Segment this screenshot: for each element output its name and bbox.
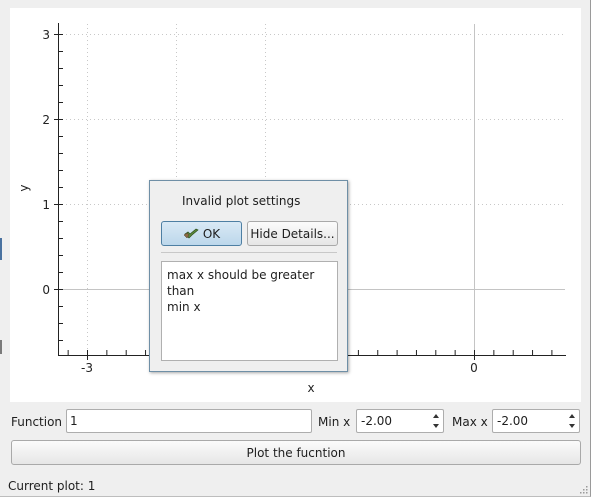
- x-tick-label: -3: [81, 361, 93, 375]
- window-edge-accent: [0, 238, 2, 260]
- plot-grid: [58, 24, 565, 354]
- ok-button[interactable]: OK: [161, 221, 242, 246]
- spin-down-arrow-icon[interactable]: [430, 421, 442, 431]
- ok-button-label: OK: [202, 226, 221, 241]
- max-x-input[interactable]: [493, 410, 561, 432]
- status-bar-text: Current plot: 1: [8, 479, 96, 493]
- y-tick-label: 1: [42, 198, 50, 212]
- min-x-label: Min x: [318, 415, 351, 429]
- invalid-settings-dialog: Invalid plot settings OK Hide Details...…: [149, 180, 348, 372]
- min-x-spinbox[interactable]: [356, 409, 444, 433]
- spin-down-arrow-icon[interactable]: [566, 421, 578, 431]
- y-tick-label: 3: [42, 28, 50, 42]
- details-text-area[interactable]: max x should be greater than min x: [161, 261, 338, 361]
- max-x-label: Max x: [452, 415, 488, 429]
- y-major-ticks: [54, 34, 63, 290]
- dialog-separator: [161, 252, 337, 253]
- function-label: Function: [11, 415, 63, 429]
- ok-checkmark-hand-icon: [183, 227, 201, 241]
- y-tick-label: 2: [42, 113, 50, 127]
- function-input[interactable]: [66, 409, 312, 433]
- max-x-spinbox[interactable]: [492, 409, 580, 433]
- x-axis-title: x: [307, 381, 314, 395]
- y-minor-ticks: [58, 51, 63, 341]
- spin-up-arrow-icon[interactable]: [430, 411, 442, 421]
- window-edge-mark: [0, 340, 2, 354]
- dialog-message: Invalid plot settings: [182, 194, 301, 208]
- y-axis-title: y: [17, 184, 31, 191]
- plot-function-button[interactable]: Plot the fucntion: [11, 440, 581, 465]
- y-tick-label: 0: [42, 283, 50, 297]
- x-tick-label: 0: [470, 361, 478, 375]
- hide-details-button[interactable]: Hide Details...: [247, 221, 338, 246]
- min-x-input[interactable]: [357, 410, 425, 432]
- x-major-ticks: [87, 350, 475, 360]
- spin-up-arrow-icon[interactable]: [566, 411, 578, 421]
- resize-grip-icon[interactable]: [579, 485, 588, 494]
